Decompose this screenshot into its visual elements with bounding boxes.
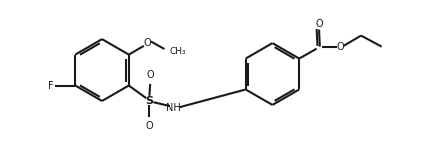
Text: O: O <box>337 42 344 52</box>
Text: S: S <box>145 96 153 106</box>
Text: O: O <box>144 38 151 48</box>
Text: F: F <box>48 81 54 90</box>
Text: CH₃: CH₃ <box>169 47 186 56</box>
Text: O: O <box>315 19 323 29</box>
Text: O: O <box>146 121 153 131</box>
Text: NH: NH <box>166 103 181 113</box>
Text: O: O <box>147 70 154 80</box>
